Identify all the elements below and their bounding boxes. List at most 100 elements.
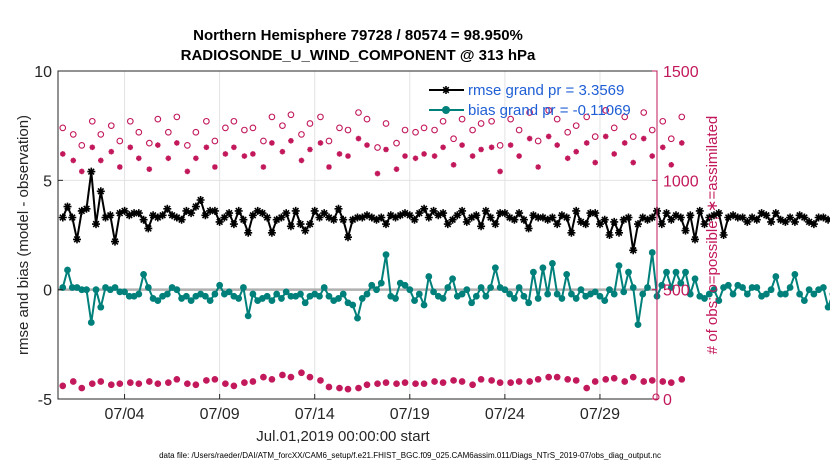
rmse-point-core <box>194 204 198 209</box>
obs-possible-marker <box>126 117 134 125</box>
obs-assimilated-marker <box>630 159 636 166</box>
bias-point <box>644 284 651 291</box>
bias-point <box>425 273 433 280</box>
bias-point <box>320 284 328 291</box>
obs-assimilated-marker <box>288 138 294 144</box>
rmse-point-core <box>151 213 155 218</box>
bias-point <box>206 297 214 304</box>
rmse-point-core <box>764 213 769 218</box>
bias-point <box>639 290 647 298</box>
rmse-point-core <box>156 215 160 220</box>
obs-assimilated-marker <box>488 377 495 384</box>
rmse-point-core <box>132 211 136 215</box>
rmse-point-core <box>750 215 754 220</box>
rmse-point-core <box>560 213 564 218</box>
bias-point <box>620 288 628 296</box>
obs-assimilated-marker <box>108 148 115 155</box>
obs-assimilated-marker <box>402 379 408 386</box>
obs-possible-marker <box>306 120 314 127</box>
obs-assimilated-marker <box>136 155 142 162</box>
rmse-point-core <box>678 215 683 220</box>
obs-assimilated-marker <box>497 168 503 175</box>
obs-assimilated-marker <box>649 153 655 159</box>
bias-point <box>439 295 447 302</box>
rmse-point-core <box>312 209 317 213</box>
bias-point <box>263 292 271 300</box>
bias-point <box>420 301 428 309</box>
obs-possible-marker <box>279 122 286 130</box>
obs-assimilated-marker <box>155 142 161 148</box>
legend-bias-label: bias grand pr = -0.11069 <box>468 102 631 119</box>
bias-point <box>487 284 495 291</box>
obs-assimilated-marker <box>668 162 675 168</box>
obs-assimilated-marker <box>250 151 256 157</box>
rmse-point-core <box>232 222 236 226</box>
rmse-point-core <box>227 211 231 215</box>
rmse-point-core <box>284 211 288 215</box>
obs-assimilated-marker <box>165 379 172 386</box>
obs-possible-marker <box>507 115 514 123</box>
rmse-point-core <box>498 211 502 215</box>
rmse-point-core <box>522 217 526 222</box>
bias-point <box>154 297 162 304</box>
rmse-point-core <box>469 215 474 220</box>
bias-point <box>805 286 813 294</box>
rmse-point-core <box>217 220 222 224</box>
rmse-point-core <box>759 211 764 215</box>
obs-possible-marker <box>610 124 618 132</box>
rmse-point-core <box>374 217 379 222</box>
rmse-point-core <box>693 237 697 242</box>
rmse-point-core <box>507 215 512 220</box>
obs-possible-marker <box>78 141 86 149</box>
obs-assimilated-marker <box>431 378 438 385</box>
bias-point <box>211 290 219 298</box>
bias-point <box>163 290 171 298</box>
obs-assimilated-marker <box>421 380 427 387</box>
rmse-point-core <box>617 231 621 235</box>
rmse-point-core <box>298 222 303 226</box>
bias-point <box>287 292 295 300</box>
obs-assimilated-marker <box>660 144 666 151</box>
bias-point <box>125 292 133 300</box>
bias-point <box>705 290 713 298</box>
rmse-point-core <box>745 220 750 224</box>
obs-assimilated-marker <box>326 384 332 390</box>
bias-point <box>411 297 418 304</box>
obs-assimilated-marker <box>412 380 419 387</box>
obs-assimilated-marker <box>516 153 522 159</box>
bias-point <box>762 290 770 298</box>
obs-possible-marker <box>249 124 257 132</box>
obs-possible-marker <box>602 107 610 114</box>
obs-assimilated-marker <box>679 376 685 383</box>
obs-assimilated-marker <box>260 164 267 170</box>
legend-rmse-marker <box>442 86 450 94</box>
rmse-point-core <box>412 217 417 222</box>
bias-point <box>753 284 761 291</box>
rmse-point-core <box>246 231 250 235</box>
rmse-point-core <box>365 213 369 218</box>
bias-point <box>615 262 623 270</box>
obs-possible-marker <box>145 139 153 147</box>
obs-possible-marker <box>325 137 333 145</box>
bias-point <box>482 292 490 300</box>
obs-assimilated-marker <box>535 376 541 383</box>
obs-possible-marker <box>629 133 637 140</box>
bias-point <box>539 264 547 272</box>
bias-point <box>596 292 604 300</box>
rmse-point-core <box>331 217 336 222</box>
rmse-point-core <box>593 211 597 215</box>
bias-point <box>335 295 342 302</box>
obs-possible-marker <box>412 128 419 136</box>
obs-assimilated-marker <box>336 151 343 157</box>
rmse-point-core <box>303 228 308 233</box>
obs-assimilated-marker <box>269 140 275 146</box>
bias-point <box>278 295 285 302</box>
y-tick-label: 10 <box>34 64 52 81</box>
rmse-point-core <box>450 217 455 222</box>
rmse-point-core <box>669 217 674 222</box>
obs-possible-marker <box>572 122 580 130</box>
obs-possible-marker <box>431 126 438 134</box>
bias-point <box>216 281 224 289</box>
obs-possible-marker <box>553 115 561 123</box>
